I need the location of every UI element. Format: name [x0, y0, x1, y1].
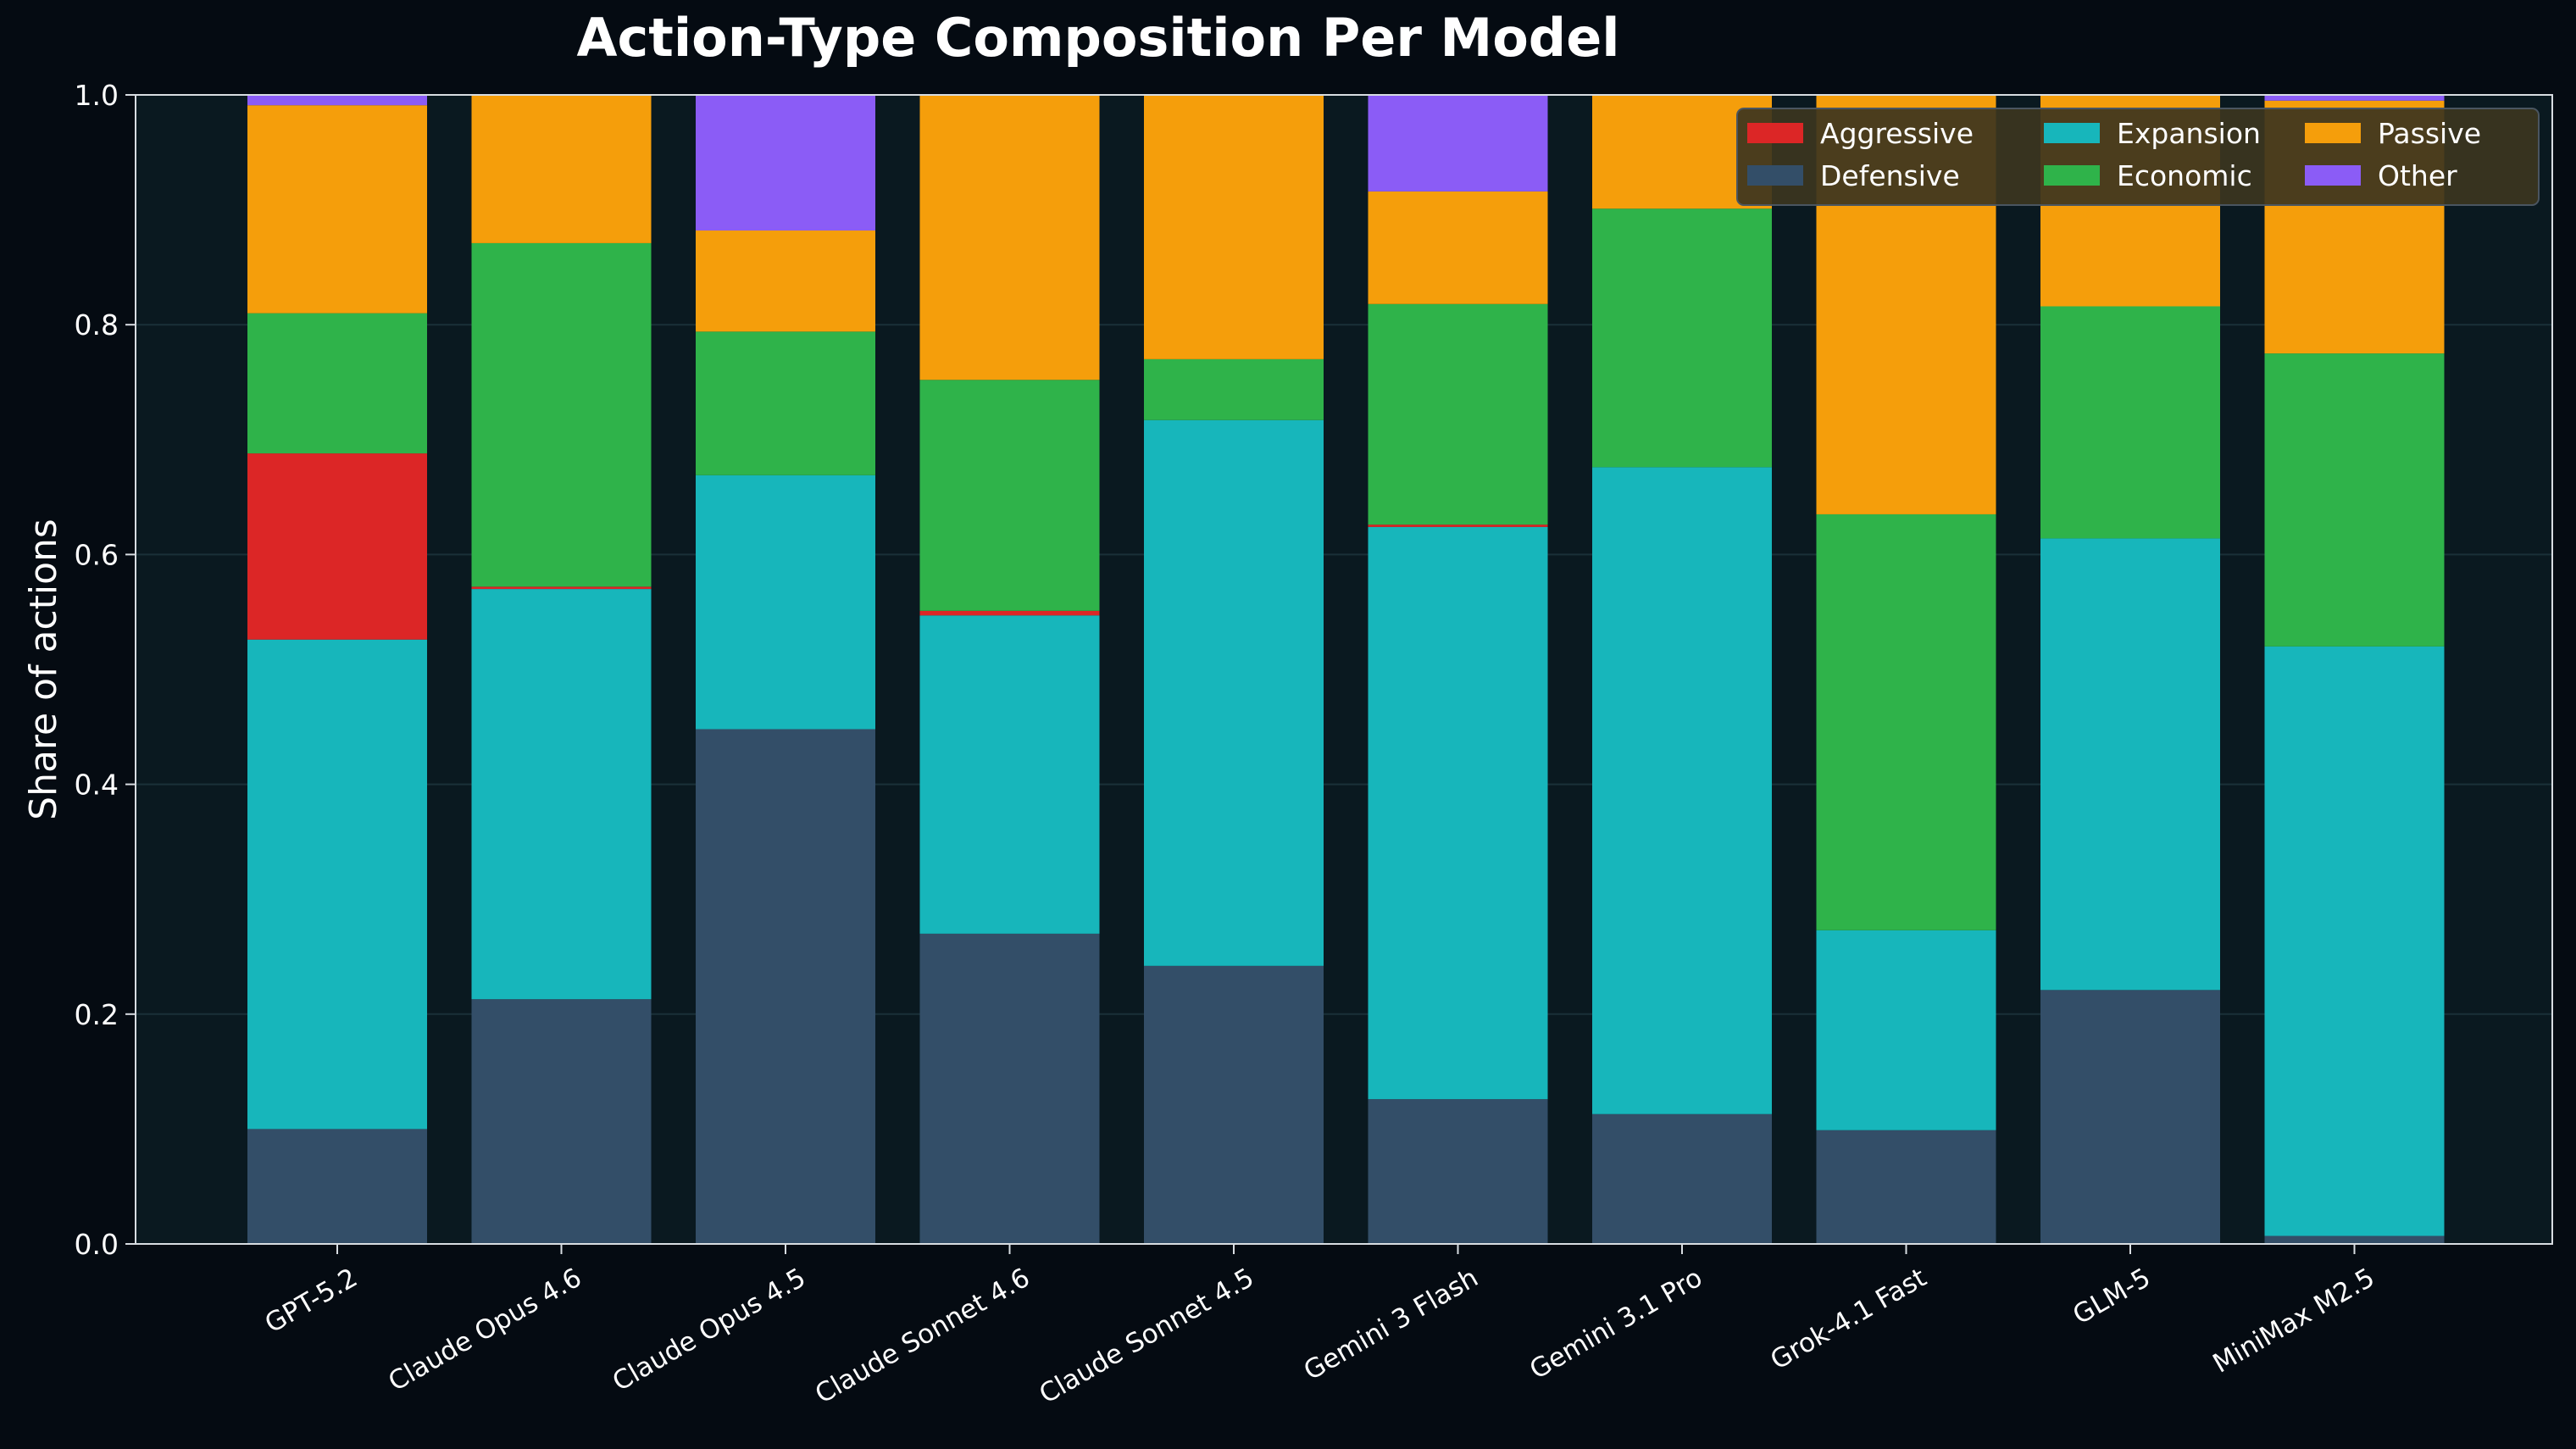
chart-title: Action-Type Composition Per Model — [576, 7, 1619, 69]
legend-swatch-expansion — [2044, 123, 2100, 143]
bar-segment-expansion — [696, 475, 875, 730]
bar-segment-expansion — [247, 639, 427, 1130]
bar-segment-economic — [1368, 303, 1548, 525]
bar-segment-expansion — [2264, 646, 2445, 1236]
bar-segment-defensive — [471, 999, 652, 1244]
bar-segment-economic — [1592, 208, 1772, 468]
legend: Aggressive Defensive Expansion Economic Pass… — [1736, 108, 2540, 206]
bar-segment-economic — [2264, 353, 2445, 647]
y-tick-label: 0.2 — [75, 998, 119, 1031]
bar-segment-aggressive — [1368, 525, 1548, 527]
bar-segment-expansion — [1144, 419, 1324, 966]
bar-segment-aggressive — [471, 586, 652, 590]
y-axis-label: Share of actions — [22, 519, 65, 820]
bar-segment-defensive — [696, 729, 875, 1244]
bar-segment-defensive — [2264, 1235, 2445, 1244]
bar-segment-economic — [1144, 358, 1324, 420]
bar-segment-other — [696, 95, 875, 231]
bar-segment-economic — [696, 331, 875, 475]
bar-segment-defensive — [1368, 1099, 1548, 1244]
legend-swatch-defensive — [1747, 165, 1803, 186]
bar-segment-other — [1368, 95, 1548, 192]
bar-segment-defensive — [1816, 1130, 1996, 1244]
bar-segment-passive — [1368, 191, 1548, 304]
legend-label-aggressive: Aggressive — [1820, 117, 1974, 150]
bar-segment-expansion — [1368, 526, 1548, 1100]
bar-segment-other — [247, 95, 427, 106]
bar-segment-defensive — [919, 933, 1100, 1244]
bar-segment-passive — [1144, 95, 1324, 359]
legend-swatch-aggressive — [1747, 123, 1803, 143]
bar-segment-aggressive — [919, 610, 1100, 616]
bar-segment-defensive — [247, 1129, 427, 1244]
bar-segment-economic — [919, 380, 1100, 611]
bars — [247, 95, 2445, 1244]
bar-segment-defensive — [1144, 965, 1324, 1244]
bar-segment-defensive — [1592, 1113, 1772, 1244]
bar-segment-passive — [696, 230, 875, 332]
y-tick-label: 0.0 — [75, 1228, 119, 1261]
y-tick-label: 0.8 — [75, 308, 119, 341]
legend-label-expansion: Expansion — [2117, 117, 2261, 150]
legend-swatch-passive — [2305, 123, 2361, 143]
legend-label-defensive: Defensive — [1820, 159, 1960, 192]
legend-label-economic: Economic — [2117, 159, 2252, 192]
y-tick-label: 0.4 — [75, 769, 119, 802]
bar-segment-defensive — [2040, 990, 2220, 1244]
bar-segment-passive — [471, 95, 652, 243]
bar-segment-expansion — [471, 589, 652, 1000]
legend-swatch-other — [2305, 165, 2361, 186]
y-tick-label: 0.6 — [75, 538, 119, 571]
bar-segment-expansion — [919, 615, 1100, 934]
bar-segment-expansion — [2040, 538, 2220, 991]
bar-segment-aggressive — [247, 453, 427, 640]
bar-segment-economic — [1816, 514, 1996, 930]
plot-frame — [135, 94, 2553, 1245]
bar-segment-economic — [247, 313, 427, 454]
bar-segment-expansion — [1816, 930, 1996, 1130]
legend-label-other: Other — [2378, 159, 2457, 192]
y-tick-label: 1.0 — [75, 79, 119, 112]
bar-segment-economic — [471, 242, 652, 587]
bar-segment-expansion — [1592, 467, 1772, 1114]
bar-segment-passive — [919, 95, 1100, 380]
y-axis-ticks: 0.0 0.2 0.4 0.6 0.8 1.0 — [75, 79, 136, 1261]
legend-swatch-economic — [2044, 165, 2100, 186]
bar-segment-economic — [2040, 306, 2220, 539]
bar-segment-passive — [247, 105, 427, 314]
bar-segment-other — [2264, 95, 2445, 101]
legend-label-passive: Passive — [2378, 117, 2481, 150]
